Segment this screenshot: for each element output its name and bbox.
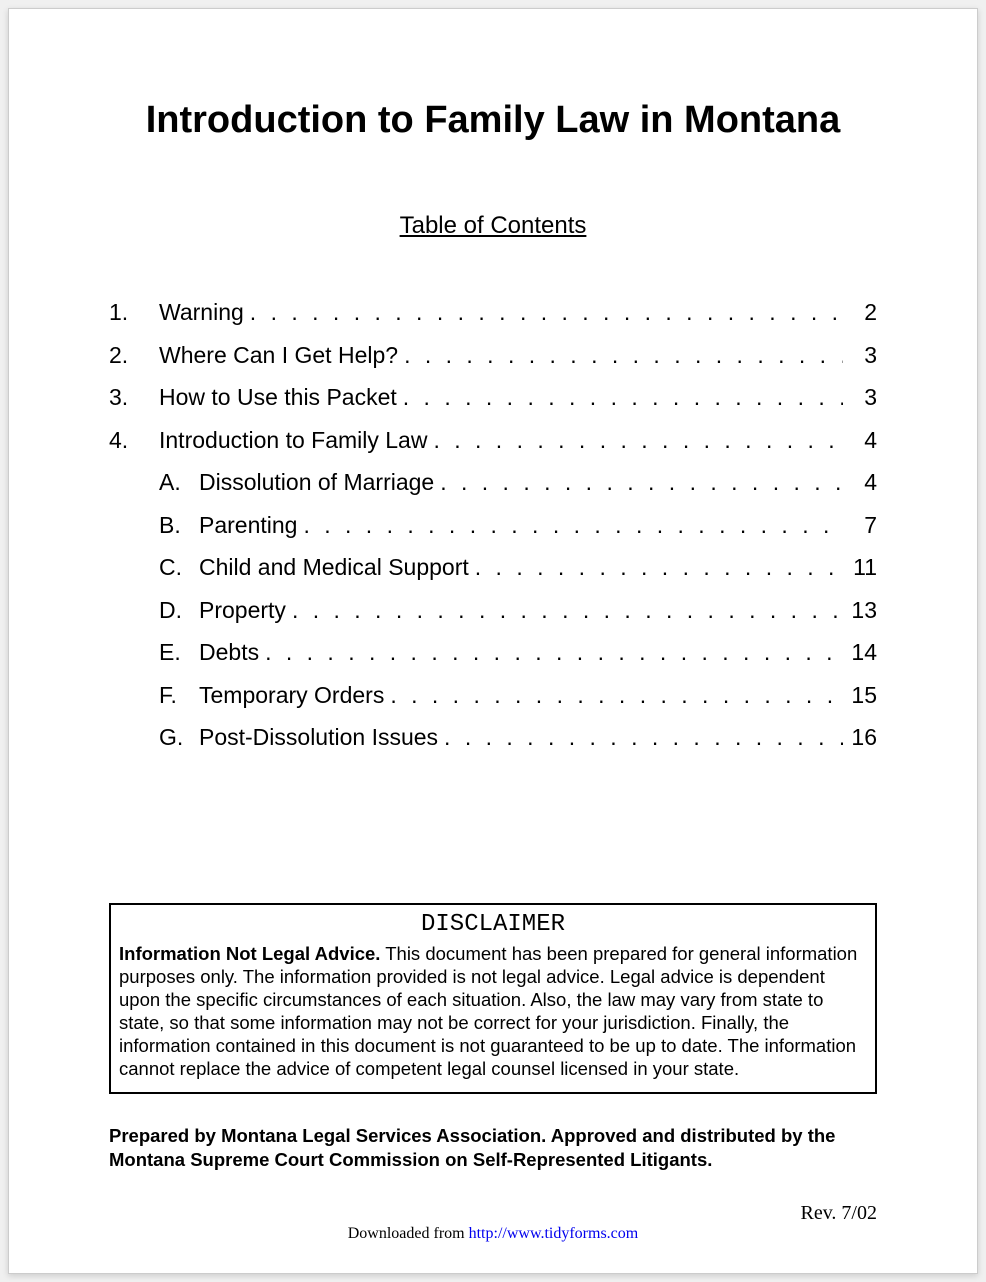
toc-subitem-letter: B. [159,508,199,543]
toc-item: 2. Where Can I Get Help? . . . . . . . .… [109,338,877,373]
page-title: Introduction to Family Law in Montana [109,99,877,142]
disclaimer-box: DISCLAIMER Information Not Legal Advice.… [109,903,877,1095]
toc-leader-dots: . . . . . . . . . . . . . . . . . . . . … [434,465,843,500]
toc-subitem-page: 13 [843,593,877,628]
toc-subitem-label: Dissolution of Marriage [199,465,434,500]
toc-subitem-letter: G. [159,720,199,755]
toc-leader-dots: . . . . . . . . . . . . . . . . . . . . … [438,720,843,755]
toc-subitem-page: 11 [843,550,877,585]
prepared-by: Prepared by Montana Legal Services Assoc… [109,1124,877,1172]
toc-item: 4. Introduction to Family Law . . . . . … [109,423,877,458]
toc-item-label: How to Use this Packet [159,380,397,415]
toc-leader-dots: . . . . . . . . . . . . . . . . . . . . … [398,338,843,373]
toc-item-label: Warning [159,295,244,330]
toc-subitem-page: 4 [843,465,877,500]
toc-subitem-letter: E. [159,635,199,670]
toc-item-number: 4. [109,423,159,458]
toc-item: 3. How to Use this Packet . . . . . . . … [109,380,877,415]
toc-item-label: Where Can I Get Help? [159,338,398,373]
toc-subitem-letter: C. [159,550,199,585]
toc-subitem-page: 14 [843,635,877,670]
toc-leader-dots: . . . . . . . . . . . . . . . . . . . . … [297,508,843,543]
footer-prefix: Downloaded from [348,1225,469,1242]
disclaimer-lead: Information Not Legal Advice. [119,943,380,964]
toc-subitem: B. Parenting . . . . . . . . . . . . . .… [109,508,877,543]
toc-leader-dots: . . . . . . . . . . . . . . . . . . . . … [397,380,843,415]
toc-item-page: 4 [843,423,877,458]
toc-item-number: 2. [109,338,159,373]
toc-subitem-letter: A. [159,465,199,500]
toc-subitem-page: 15 [843,678,877,713]
toc-item-page: 3 [843,338,877,373]
toc-leader-dots: . . . . . . . . . . . . . . . . . . . . … [384,678,843,713]
footer-link[interactable]: http://www.tidyforms.com [469,1225,639,1242]
toc-subitem: E. Debts . . . . . . . . . . . . . . . .… [109,635,877,670]
table-of-contents: 1. Warning . . . . . . . . . . . . . . .… [109,295,877,763]
toc-leader-dots: . . . . . . . . . . . . . . . . . . . . … [286,593,843,628]
toc-item-label: Introduction to Family Law [159,423,427,458]
toc-item-number: 1. [109,295,159,330]
toc-subitem: G. Post-Dissolution Issues . . . . . . .… [109,720,877,755]
toc-leader-dots: . . . . . . . . . . . . . . . . . . . . … [427,423,843,458]
toc-subitem: D. Property . . . . . . . . . . . . . . … [109,593,877,628]
toc-subitem-letter: F. [159,678,199,713]
footer: Downloaded from http://www.tidyforms.com [109,1225,877,1243]
toc-subitem-page: 16 [843,720,877,755]
toc-subitem: C. Child and Medical Support . . . . . .… [109,550,877,585]
disclaimer-heading: DISCLAIMER [119,911,867,938]
toc-subitem-label: Debts [199,635,259,670]
disclaimer-body: Information Not Legal Advice. This docum… [119,942,867,1081]
toc-heading: Table of Contents [109,212,877,240]
toc-item-page: 2 [843,295,877,330]
revision-label: Rev. 7/02 [109,1202,877,1225]
toc-item: 1. Warning . . . . . . . . . . . . . . .… [109,295,877,330]
toc-leader-dots: . . . . . . . . . . . . . . . . . . . . … [469,550,843,585]
toc-subitem-page: 7 [843,508,877,543]
toc-subitem-label: Temporary Orders [199,678,384,713]
toc-subitem: A. Dissolution of Marriage . . . . . . .… [109,465,877,500]
toc-subitem: F. Temporary Orders . . . . . . . . . . … [109,678,877,713]
toc-subitem-label: Child and Medical Support [199,550,469,585]
toc-subitem-label: Parenting [199,508,297,543]
toc-leader-dots: . . . . . . . . . . . . . . . . . . . . … [259,635,843,670]
toc-subitem-label: Post-Dissolution Issues [199,720,438,755]
toc-subitem-label: Property [199,593,286,628]
toc-item-number: 3. [109,380,159,415]
document-page: Introduction to Family Law in Montana Ta… [8,8,978,1274]
toc-subitem-letter: D. [159,593,199,628]
toc-leader-dots: . . . . . . . . . . . . . . . . . . . . … [244,295,843,330]
toc-item-page: 3 [843,380,877,415]
